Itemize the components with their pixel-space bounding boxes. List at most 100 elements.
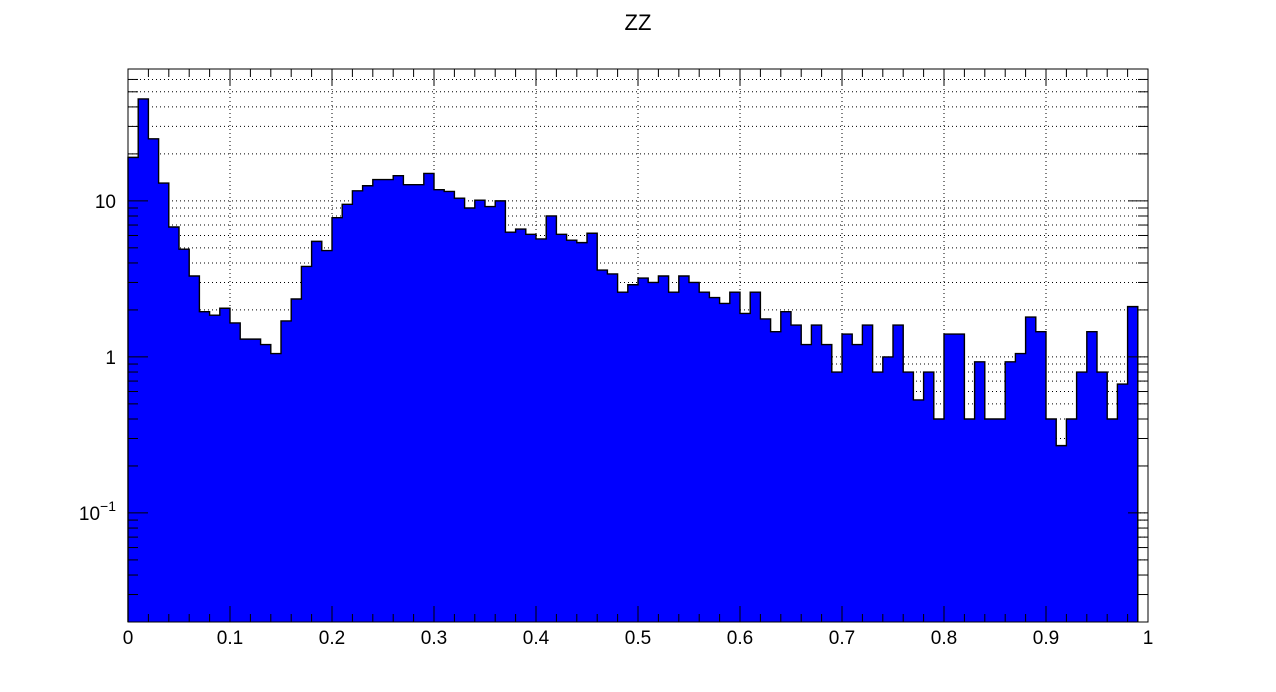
- x-tick-label: 0.6: [727, 628, 753, 649]
- histogram-bar: [525, 234, 537, 622]
- histogram-bar: [423, 173, 435, 622]
- histogram-bar: [780, 311, 792, 622]
- histogram-bar: [138, 98, 149, 623]
- histogram-bar: [332, 217, 343, 622]
- histogram-bar: [1046, 418, 1057, 622]
- tick-labels: 0 0.1 0.2 0.3 0.4 0.5 0.6 0.7 0.8 0.9 1 10−1 1 10: [79, 192, 1153, 649]
- histogram-bar: [923, 372, 935, 622]
- histogram-bar: [882, 356, 894, 622]
- histogram-bar: [393, 175, 404, 622]
- y-tick-label: 10: [95, 192, 116, 213]
- histogram-bar: [148, 138, 159, 623]
- x-tick-label: 0.7: [829, 628, 855, 649]
- histogram-bar: [944, 334, 955, 622]
- histogram-bar: [230, 322, 241, 622]
- histogram-bar: [1015, 353, 1026, 622]
- histogram-bar: [984, 418, 996, 622]
- histogram-bar: [301, 266, 312, 622]
- histogram-bar: [1025, 317, 1037, 622]
- histogram-bar: [627, 284, 639, 622]
- histogram-bar: [189, 275, 200, 622]
- histogram-bar: [709, 297, 720, 622]
- histogram-bar: [995, 418, 1006, 622]
- histogram-bar: [1107, 418, 1118, 622]
- histogram-bar: [556, 234, 567, 622]
- histogram-bar: [719, 303, 731, 622]
- histogram-bar: [219, 308, 231, 622]
- histogram-bar: [383, 179, 394, 622]
- histogram-bar: [597, 270, 608, 622]
- histogram-bar: [689, 282, 700, 622]
- histogram-outline: [127, 98, 1139, 622]
- histogram-bar: [342, 204, 353, 622]
- histogram-bar: [413, 184, 425, 622]
- histogram-bar: [260, 344, 272, 622]
- histogram-bar: [933, 418, 945, 622]
- histogram-bar: [179, 249, 190, 622]
- histogram-bar: [699, 292, 710, 622]
- histogram-bar: [474, 200, 486, 622]
- histogram-bar: [250, 339, 261, 622]
- histogram-bar: [199, 311, 210, 622]
- x-tick-label: 0.5: [625, 628, 651, 649]
- histogram-bar: [495, 200, 506, 623]
- histogram-bar: [464, 208, 476, 622]
- histogram-bar: [505, 232, 516, 622]
- histogram-bar: [1066, 418, 1077, 622]
- x-tick-label: 0.3: [421, 628, 447, 649]
- x-tick-label: 0.9: [1033, 628, 1059, 649]
- histogram-bar: [128, 157, 139, 623]
- histogram-bar: [974, 361, 986, 622]
- histogram-bar: [311, 241, 323, 622]
- histogram-bar: [831, 372, 843, 622]
- histogram-bar: [648, 282, 659, 622]
- histogram-bar: [750, 292, 761, 622]
- histogram-bar: [362, 185, 374, 622]
- histogram-bar: [678, 275, 690, 622]
- histogram-bar: [1076, 372, 1088, 622]
- histogram-bar: [321, 250, 333, 622]
- histogram-bar: [434, 189, 445, 623]
- y-tick-label: 10−1: [79, 498, 116, 525]
- histogram-bar: [209, 315, 221, 622]
- y-tick-label: 1: [105, 348, 116, 369]
- x-tick-label: 1: [1143, 628, 1154, 649]
- histogram-bar: [740, 313, 751, 622]
- histogram-bar: [1056, 445, 1067, 622]
- histogram-bar: [587, 233, 598, 622]
- histogram-bar: [893, 325, 904, 622]
- histogram-bar: [168, 226, 180, 622]
- histogram-bars: [127, 98, 1139, 623]
- x-tick-label: 0.4: [523, 628, 550, 649]
- histogram-bar: [801, 344, 812, 622]
- chart-title: ZZ: [625, 10, 652, 35]
- x-tick-label: 0.8: [931, 628, 957, 649]
- histogram-bar: [821, 344, 833, 622]
- axes: [127, 68, 1149, 623]
- histogram-bar: [546, 215, 557, 623]
- x-tick-label: 0.1: [217, 628, 243, 649]
- histogram-bar: [964, 418, 975, 622]
- histogram-bar: [1127, 306, 1139, 622]
- histogram-bar: [566, 240, 578, 622]
- histogram-bar: [270, 353, 282, 622]
- histogram-bar: [842, 334, 853, 622]
- histogram-bar: [515, 229, 527, 623]
- histogram-bar: [617, 292, 629, 622]
- histogram-bar: [862, 325, 873, 622]
- histogram-bar: [291, 299, 302, 622]
- histogram-bar: [444, 191, 455, 623]
- histogram-bar: [1035, 331, 1047, 622]
- histogram-bar: [811, 325, 822, 622]
- histogram-bar: [658, 275, 669, 622]
- histogram-bar: [638, 278, 649, 622]
- histogram-bar: [872, 372, 884, 622]
- histogram-bar: [158, 183, 170, 622]
- histogram-bar: [1005, 361, 1016, 622]
- histogram-bar: [852, 344, 863, 622]
- histogram-bar: [607, 273, 618, 622]
- histogram-bar: [913, 399, 924, 622]
- histogram-bar: [372, 179, 384, 622]
- histogram-bar: [770, 331, 782, 622]
- histogram-bar: [485, 206, 496, 623]
